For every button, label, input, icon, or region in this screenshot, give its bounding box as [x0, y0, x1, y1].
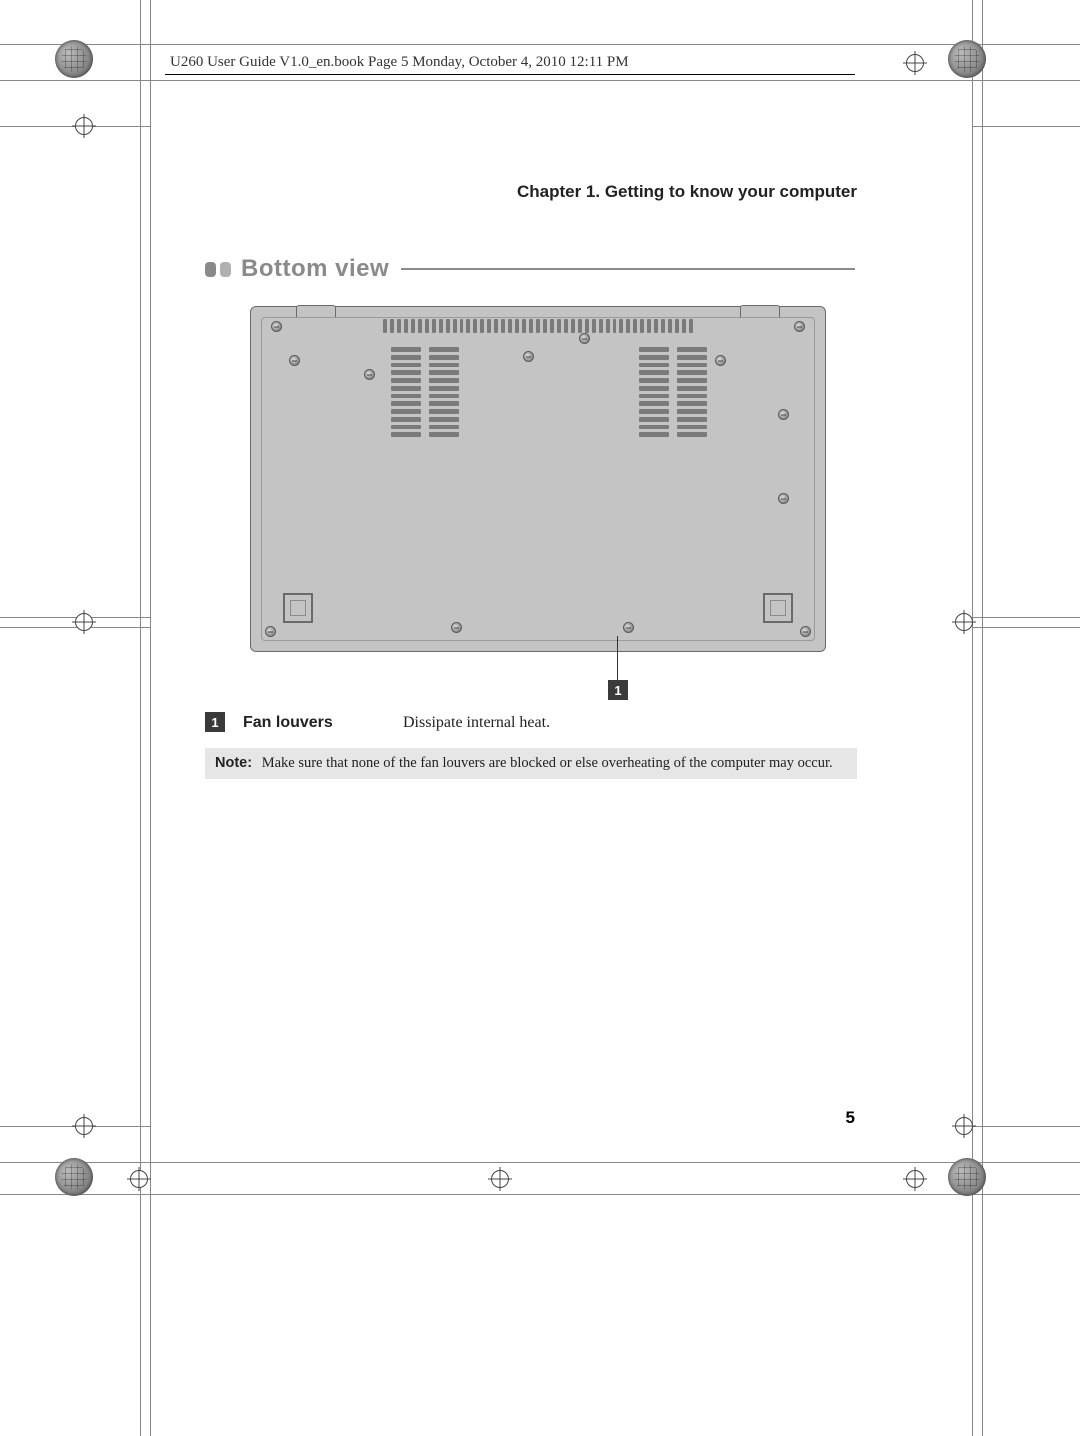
running-head: U260 User Guide V1.0_en.book Page 5 Mond… [170, 54, 629, 71]
cropmark-hline [0, 80, 1080, 81]
cropmark-vline [982, 0, 983, 1436]
section-heading: Bottom view [205, 255, 855, 283]
registration-mark-icon [75, 117, 93, 135]
corner-globe-icon [948, 40, 986, 78]
cropmark-hline [0, 1194, 1080, 1195]
diagram-screw [623, 622, 634, 633]
diagram-screw [778, 493, 789, 504]
diagram-screw [794, 321, 805, 332]
cropmark-hline [0, 44, 1080, 45]
cropmark-hline [0, 627, 150, 628]
cropmark-vline [150, 0, 151, 1436]
bottom-view-diagram [250, 306, 826, 652]
cropmark-vline [972, 0, 973, 1436]
diagram-vent [639, 347, 669, 437]
diagram-screw [451, 622, 462, 633]
header-underline [165, 74, 855, 75]
diagram-screw [800, 626, 811, 637]
definition-number-box: 1 [205, 712, 225, 732]
note-text: Make sure that none of the fan louvers a… [262, 755, 833, 771]
diagram-inner-panel [261, 317, 815, 641]
cropmark-hline [972, 1126, 1080, 1127]
diagram-screw [289, 355, 300, 366]
diagram-tab [740, 305, 780, 317]
diagram-screw [778, 409, 789, 420]
diagram-vent [677, 347, 707, 437]
diagram-foot [283, 593, 313, 623]
document-page: U260 User Guide V1.0_en.book Page 5 Mond… [0, 0, 1080, 1436]
registration-mark-icon [906, 54, 924, 72]
diagram-tab [296, 305, 336, 317]
diagram-louvers-top [383, 319, 693, 333]
diagram-screw [265, 626, 276, 637]
chapter-title: Chapter 1. Getting to know your computer [517, 182, 857, 202]
registration-mark-icon [75, 1117, 93, 1135]
page-number: 5 [846, 1108, 855, 1128]
callout-number-box: 1 [608, 680, 628, 700]
cropmark-vline [140, 0, 141, 1436]
registration-mark-icon [130, 1170, 148, 1188]
corner-globe-icon [55, 1158, 93, 1196]
registration-mark-icon [955, 1117, 973, 1135]
definition-row: 1 Fan louvers Dissipate internal heat. [205, 712, 855, 732]
registration-mark-icon [75, 613, 93, 631]
diagram-screw [271, 321, 282, 332]
callout-number: 1 [614, 683, 621, 698]
corner-globe-icon [948, 1158, 986, 1196]
registration-mark-icon [906, 1170, 924, 1188]
corner-globe-icon [55, 40, 93, 78]
note-label: Note: [215, 755, 252, 771]
diagram-screw [715, 355, 726, 366]
diagram-foot [763, 593, 793, 623]
diagram-vent [391, 347, 421, 437]
cropmark-hline [972, 627, 1080, 628]
definition-term: Fan louvers [243, 714, 403, 732]
diagram-screw [364, 369, 375, 380]
note-box: Note: Make sure that none of the fan lou… [205, 748, 857, 779]
cropmark-hline [972, 617, 1080, 618]
section-rule [401, 268, 855, 270]
callout-leader-line [617, 636, 618, 682]
cropmark-hline [972, 126, 1080, 127]
registration-mark-icon [955, 613, 973, 631]
section-bullet-icon [205, 262, 231, 277]
registration-mark-icon [491, 1170, 509, 1188]
diagram-vent [429, 347, 459, 437]
cropmark-hline [0, 1162, 1080, 1163]
diagram-screw [523, 351, 534, 362]
definition-description: Dissipate internal heat. [403, 714, 550, 732]
section-title: Bottom view [241, 255, 389, 283]
diagram-screw [579, 333, 590, 344]
